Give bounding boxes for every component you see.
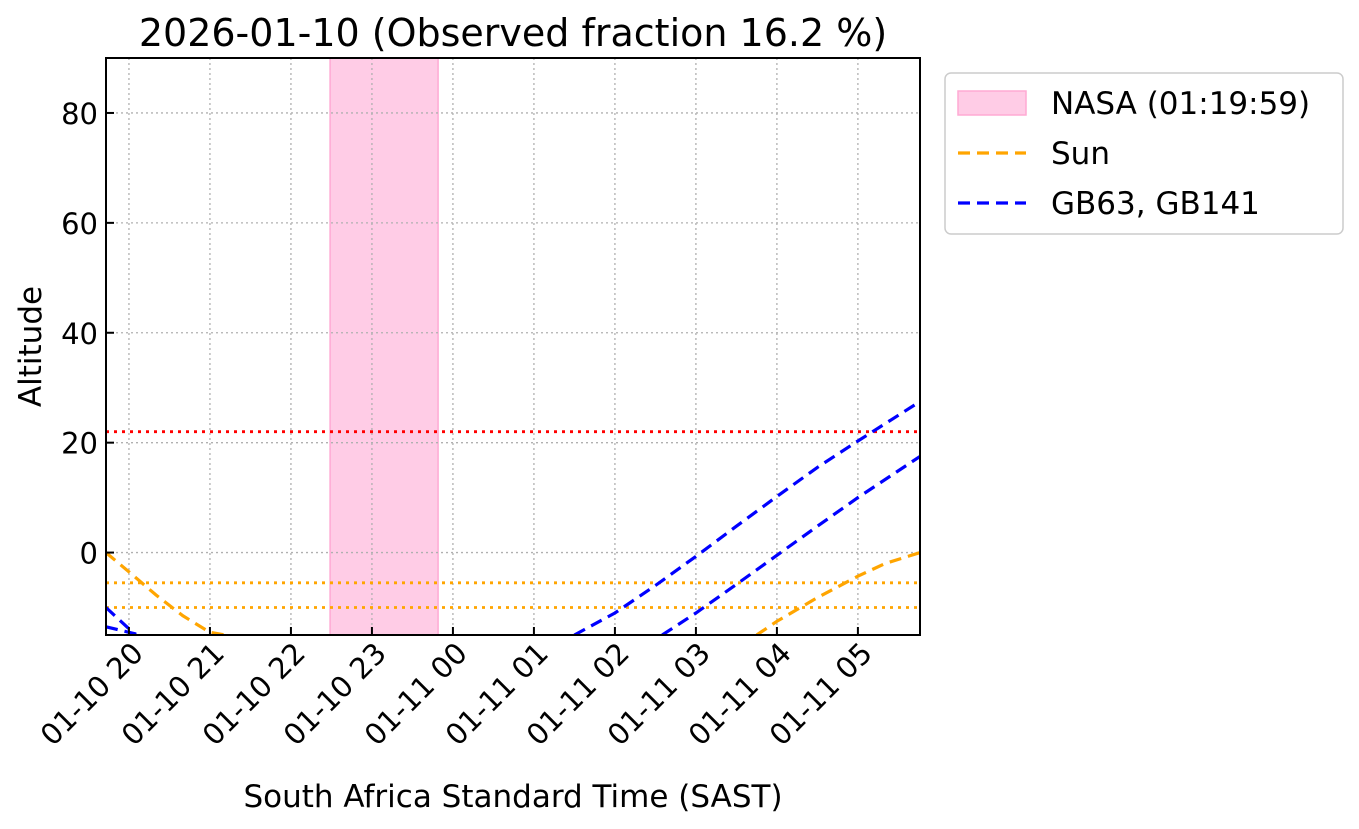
series-line-1 bbox=[755, 551, 920, 635]
chart-title: 2026-01-10 (Observed fraction 16.2 %) bbox=[139, 11, 887, 55]
y-tick-label: 80 bbox=[61, 97, 98, 131]
y-tick-label: 40 bbox=[61, 317, 98, 351]
y-tick-label: 0 bbox=[80, 537, 98, 571]
shaded-interval-band bbox=[329, 57, 439, 636]
legend-label: NASA (01:19:59) bbox=[1051, 86, 1310, 122]
legend-frame bbox=[944, 72, 1344, 235]
shaded-interval-layer bbox=[329, 57, 439, 636]
x-axis-label: South Africa Standard Time (SAST) bbox=[243, 779, 782, 815]
plot-frame bbox=[105, 57, 921, 636]
y-tick-label: 20 bbox=[61, 427, 98, 461]
legend-label: Sun bbox=[1051, 136, 1110, 172]
y-axis-label: Altitude bbox=[13, 286, 49, 407]
legend-label: GB63, GB141 bbox=[1051, 186, 1260, 222]
legend: NASA (01:19:59) Sun GB63, GB141 bbox=[944, 72, 1344, 235]
y-tick-label: 60 bbox=[61, 207, 98, 241]
grid-layer bbox=[106, 58, 920, 635]
series-line-3 bbox=[661, 455, 920, 635]
plot-background bbox=[106, 58, 920, 635]
legend-swatch-patch bbox=[957, 90, 1027, 116]
series-line-2 bbox=[106, 606, 137, 635]
series-line-1 bbox=[106, 551, 226, 635]
series-line-2 bbox=[573, 400, 920, 635]
